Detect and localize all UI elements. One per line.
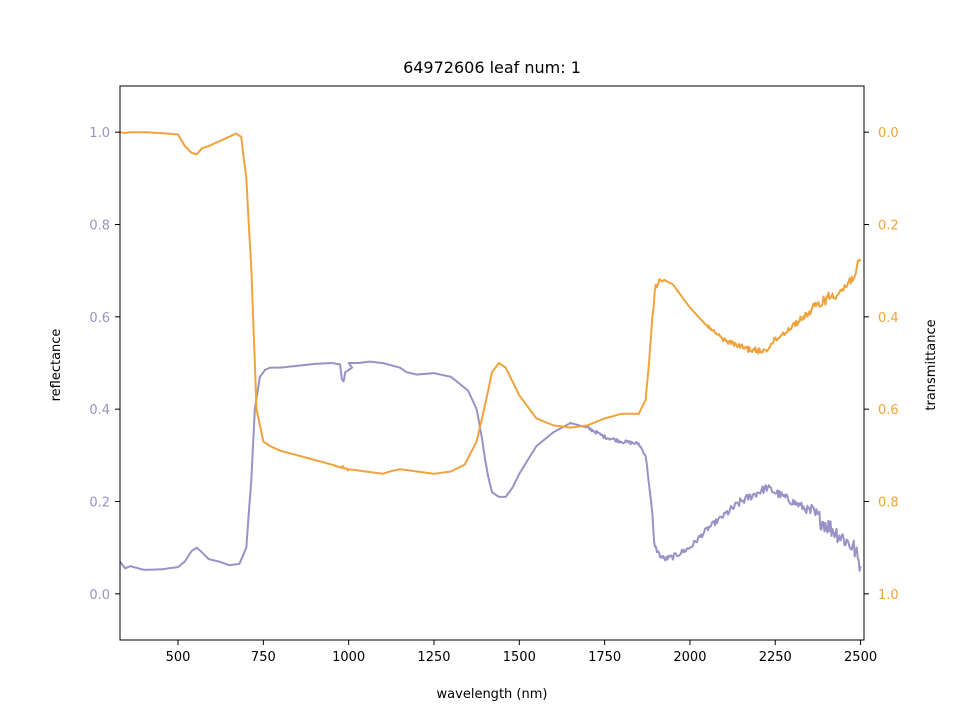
x-tick-label: 1000 [332, 650, 365, 665]
x-tick-label: 750 [251, 650, 276, 665]
x-tick-label: 500 [166, 650, 191, 665]
x-tick-label: 1750 [588, 650, 621, 665]
right-tick-label: 0.4 [878, 311, 899, 326]
x-tick-label: 1250 [417, 650, 450, 665]
right-tick-label: 0.6 [878, 403, 899, 418]
left-tick-label: 0.0 [89, 588, 110, 603]
right-tick-label: 0.2 [878, 219, 899, 234]
right-axis-ticks: 0.0 0.2 0.4 0.6 0.8 1.0 [864, 126, 899, 603]
left-tick-label: 0.4 [89, 403, 110, 418]
transmittance-series-line [119, 131, 862, 475]
series-layer [119, 131, 862, 572]
left-axis-label: reflectance [49, 329, 64, 402]
x-tick-label: 2250 [759, 650, 792, 665]
x-axis-ticks: 500 750 1000 1250 1500 1750 2000 2250 2500 [166, 640, 877, 665]
left-tick-label: 0.6 [89, 311, 110, 326]
plot-frame [119, 85, 865, 641]
left-axis-ticks: 0.0 0.2 0.4 0.6 0.8 1.0 [89, 126, 120, 603]
left-tick-label: 0.8 [89, 219, 110, 234]
x-tick-label: 2000 [673, 650, 706, 665]
reflectance-series-line [119, 360, 862, 572]
right-tick-label: 0.8 [878, 496, 899, 511]
left-tick-label: 1.0 [89, 126, 110, 141]
right-axis-label: transmittance [924, 319, 939, 410]
left-tick-label: 0.2 [89, 496, 110, 511]
right-tick-label: 1.0 [878, 588, 899, 603]
right-tick-label: 0.0 [878, 126, 899, 141]
chart-title: 64972606 leaf num: 1 [403, 58, 581, 77]
x-tick-label: 2500 [844, 650, 877, 665]
x-tick-label: 1500 [503, 650, 536, 665]
x-axis-label: wavelength (nm) [437, 687, 548, 702]
